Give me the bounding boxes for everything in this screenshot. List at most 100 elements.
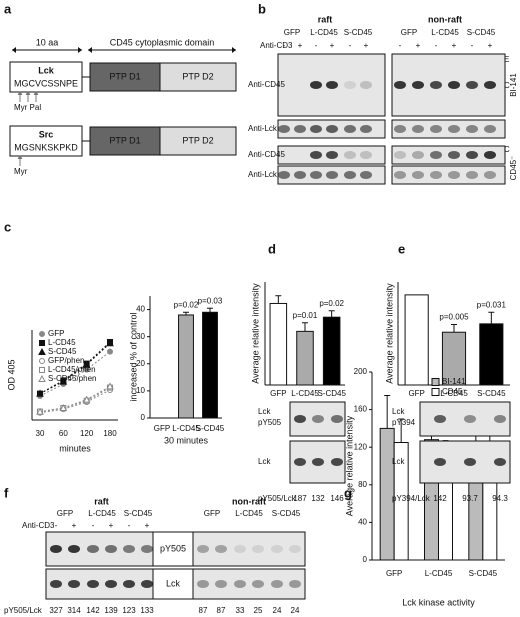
series-line bbox=[39, 341, 111, 395]
band bbox=[289, 545, 301, 553]
y-tick-label: 20 bbox=[136, 359, 145, 368]
band bbox=[197, 545, 209, 553]
band bbox=[68, 545, 80, 553]
arrow-head bbox=[232, 47, 236, 53]
band bbox=[289, 580, 301, 588]
ratio-value: 94.3 bbox=[492, 494, 508, 503]
sign: - bbox=[128, 521, 131, 530]
ratio-value: 132 bbox=[311, 494, 325, 503]
band bbox=[50, 545, 62, 553]
scale-text: 10 aa bbox=[36, 37, 59, 47]
y-tick-label: 160 bbox=[354, 405, 368, 414]
ratio-value: 24 bbox=[273, 606, 282, 615]
band bbox=[394, 151, 406, 159]
x-tick-label: S-CD45 bbox=[477, 389, 506, 398]
band-mark: E bbox=[504, 55, 509, 64]
y-axis-label: Average relative intensity bbox=[250, 283, 260, 384]
x-tick-label: L-CD45 bbox=[425, 569, 453, 578]
band bbox=[278, 171, 290, 179]
row-label: Anti-CD45 bbox=[248, 80, 285, 89]
domain-text: CD45 cytoplasmic domain bbox=[110, 37, 215, 47]
band bbox=[215, 545, 227, 553]
p-value: p=0.01 bbox=[293, 311, 318, 320]
y-tick-label: 0 bbox=[141, 413, 146, 422]
p-value: p=0.031 bbox=[477, 300, 507, 309]
arrow-head bbox=[33, 91, 39, 95]
sign: + bbox=[364, 41, 369, 50]
series-line bbox=[39, 389, 111, 414]
band bbox=[434, 415, 446, 423]
ratio-value: 139 bbox=[104, 606, 118, 615]
ratio-value: 25 bbox=[254, 606, 263, 615]
panel-label: b bbox=[258, 1, 266, 16]
band bbox=[430, 171, 442, 179]
band bbox=[326, 151, 338, 159]
band bbox=[466, 81, 478, 89]
legend-label: S-CD45 bbox=[48, 347, 77, 356]
x-tick-label: GFP bbox=[408, 389, 424, 398]
band bbox=[294, 415, 306, 423]
panel-label: e bbox=[398, 241, 405, 256]
band bbox=[466, 125, 478, 133]
legend-swatch bbox=[431, 388, 440, 396]
ratio-value: 123 bbox=[122, 606, 136, 615]
y-axis-label: OD 405 bbox=[6, 359, 16, 390]
modification: Myr Pal bbox=[14, 103, 41, 112]
x-tick-label: 180 bbox=[103, 429, 117, 438]
y-tick-label: 80 bbox=[358, 480, 367, 489]
band bbox=[312, 415, 324, 423]
band-mark: C bbox=[504, 81, 510, 90]
band bbox=[484, 125, 496, 133]
y-tick-label: 120 bbox=[354, 442, 368, 451]
band bbox=[271, 545, 283, 553]
point bbox=[59, 377, 68, 385]
x-axis-label: Lck kinase activity bbox=[402, 597, 475, 607]
blot bbox=[45, 531, 154, 567]
point bbox=[106, 382, 114, 390]
band bbox=[430, 81, 442, 89]
sequence: MGCVCSSNPE bbox=[14, 78, 78, 88]
ptp-d1 bbox=[89, 126, 161, 156]
band bbox=[141, 580, 153, 588]
legend-marker bbox=[39, 358, 45, 364]
sign: + bbox=[452, 41, 457, 50]
ptp-d2-label: PTP D2 bbox=[182, 135, 213, 145]
x-tick-label: L-CD45 bbox=[291, 389, 319, 398]
arrow-head bbox=[17, 91, 23, 95]
band bbox=[464, 415, 476, 423]
band bbox=[312, 458, 324, 466]
legend-label: L-CD45/phen bbox=[48, 365, 96, 374]
sign: + bbox=[416, 41, 421, 50]
band bbox=[360, 81, 372, 89]
x-tick-label: L-CD45 bbox=[440, 389, 468, 398]
band bbox=[394, 81, 406, 89]
p-value: p=0.02 bbox=[174, 300, 199, 309]
band bbox=[331, 415, 343, 423]
band bbox=[466, 171, 478, 179]
band bbox=[87, 580, 99, 588]
band bbox=[448, 81, 460, 89]
band bbox=[234, 545, 246, 553]
x-tick-label: 60 bbox=[59, 429, 68, 438]
x-tick-label: S-CD45 bbox=[317, 389, 346, 398]
lane-label: L-CD45 bbox=[88, 509, 116, 518]
y-tick-label: 200 bbox=[354, 367, 368, 376]
panel-label: g bbox=[344, 485, 352, 500]
series-line bbox=[39, 385, 111, 413]
x-tick-label: GFP bbox=[154, 424, 170, 433]
x-tick-label: GFP bbox=[386, 569, 402, 578]
band bbox=[344, 171, 356, 179]
point bbox=[82, 360, 91, 368]
blot bbox=[391, 165, 506, 185]
band bbox=[271, 580, 283, 588]
sign: - bbox=[283, 41, 286, 50]
sign: + bbox=[109, 521, 114, 530]
panel-label: f bbox=[4, 485, 9, 500]
point bbox=[36, 389, 44, 397]
point bbox=[59, 403, 68, 411]
ptp-d2 bbox=[159, 126, 237, 156]
legend-label: GFP bbox=[48, 329, 64, 338]
lane-label: S-CD45 bbox=[467, 28, 496, 37]
sign: + bbox=[298, 41, 303, 50]
band bbox=[484, 151, 496, 159]
